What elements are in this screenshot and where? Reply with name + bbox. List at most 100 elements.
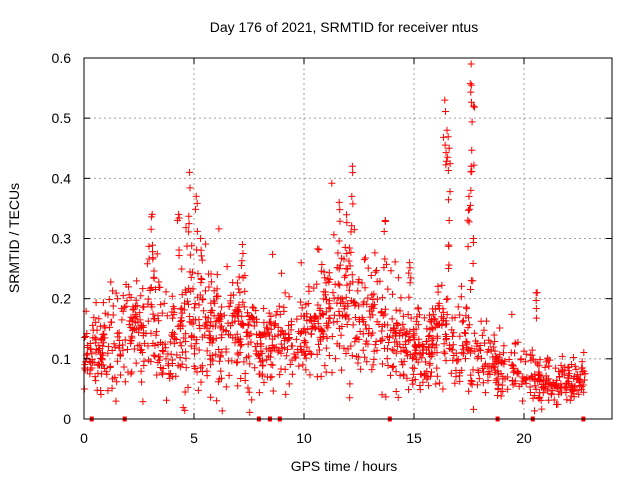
data-point bbox=[271, 320, 279, 328]
data-point bbox=[394, 393, 402, 401]
data-point bbox=[192, 192, 200, 200]
data-point bbox=[442, 336, 450, 344]
data-point bbox=[99, 342, 107, 350]
data-point bbox=[456, 311, 464, 319]
x-axis-label: GPS time / hours bbox=[291, 458, 398, 474]
data-point bbox=[491, 369, 499, 377]
data-point bbox=[485, 345, 493, 353]
data-point bbox=[558, 369, 566, 377]
data-point bbox=[222, 383, 230, 391]
data-point bbox=[269, 387, 277, 395]
data-point bbox=[412, 349, 420, 357]
data-point bbox=[360, 256, 368, 264]
x-tick-label: 0 bbox=[80, 430, 88, 446]
data-point bbox=[392, 349, 400, 357]
data-point bbox=[445, 242, 453, 250]
data-point bbox=[465, 218, 473, 226]
data-point bbox=[282, 390, 290, 398]
data-point bbox=[431, 315, 439, 323]
data-point bbox=[254, 351, 262, 359]
data-point bbox=[259, 357, 267, 365]
data-point bbox=[155, 356, 163, 364]
data-point bbox=[217, 367, 225, 375]
data-point bbox=[145, 255, 153, 263]
data-point bbox=[325, 304, 333, 312]
data-point bbox=[456, 332, 464, 340]
data-point bbox=[197, 275, 205, 283]
data-point bbox=[187, 273, 195, 281]
data-point bbox=[350, 226, 358, 234]
data-point bbox=[344, 345, 352, 353]
data-point bbox=[326, 314, 334, 322]
data-point bbox=[467, 98, 475, 106]
data-point bbox=[302, 350, 310, 358]
y-tick-label: 0.4 bbox=[52, 170, 72, 186]
data-point bbox=[194, 270, 202, 278]
data-point bbox=[445, 144, 453, 152]
data-point bbox=[304, 325, 312, 333]
data-point bbox=[445, 261, 453, 269]
data-point bbox=[102, 368, 110, 376]
data-point bbox=[235, 335, 243, 343]
data-point bbox=[314, 320, 322, 328]
data-point bbox=[139, 303, 147, 311]
data-point bbox=[208, 278, 216, 286]
data-point bbox=[149, 254, 157, 262]
data-point bbox=[376, 277, 384, 285]
data-point bbox=[446, 188, 454, 196]
data-point bbox=[302, 301, 310, 309]
data-point bbox=[408, 376, 416, 384]
data-point bbox=[361, 353, 369, 361]
data-point bbox=[526, 375, 534, 383]
data-point bbox=[186, 251, 194, 259]
data-point bbox=[384, 362, 392, 370]
data-point bbox=[473, 354, 481, 362]
data-point bbox=[292, 335, 300, 343]
data-point bbox=[320, 295, 328, 303]
data-point bbox=[151, 285, 159, 293]
data-point bbox=[396, 307, 404, 315]
data-point bbox=[213, 285, 221, 293]
data-point bbox=[484, 377, 492, 385]
data-point bbox=[177, 342, 185, 350]
data-point bbox=[345, 257, 353, 265]
data-point bbox=[84, 350, 92, 358]
data-point bbox=[215, 225, 223, 233]
data-point bbox=[90, 314, 98, 322]
data-point bbox=[144, 317, 152, 325]
data-point bbox=[127, 370, 135, 378]
data-point bbox=[537, 396, 545, 404]
data-point bbox=[424, 373, 432, 381]
data-point bbox=[284, 321, 292, 329]
data-point bbox=[426, 331, 434, 339]
data-point bbox=[163, 312, 171, 320]
data-point bbox=[526, 388, 534, 396]
data-point bbox=[328, 179, 336, 187]
data-point bbox=[332, 355, 340, 363]
data-point bbox=[153, 371, 161, 379]
data-point bbox=[465, 205, 473, 213]
data-point bbox=[159, 370, 167, 378]
data-point bbox=[177, 317, 185, 325]
data-point bbox=[137, 292, 145, 300]
data-point bbox=[214, 378, 222, 386]
data-point bbox=[186, 268, 194, 276]
y-tick-label: 0.2 bbox=[52, 291, 72, 307]
data-point bbox=[233, 330, 241, 338]
data-point bbox=[532, 305, 540, 313]
data-point bbox=[378, 337, 386, 345]
axis-ticks: 0 5 10 15 20 0 0.1 0.2 0.3 0.4 0.5 0.6 bbox=[52, 50, 612, 446]
data-point bbox=[205, 283, 213, 291]
data-point bbox=[169, 314, 177, 322]
data-point bbox=[285, 380, 293, 388]
data-point bbox=[151, 315, 159, 323]
data-point bbox=[370, 355, 378, 363]
data-point bbox=[343, 281, 351, 289]
data-point bbox=[504, 385, 512, 393]
data-point bbox=[263, 323, 271, 331]
data-point bbox=[279, 331, 287, 339]
data-point bbox=[444, 196, 452, 204]
data-point bbox=[406, 279, 414, 287]
data-point bbox=[106, 362, 114, 370]
data-point bbox=[387, 326, 395, 334]
